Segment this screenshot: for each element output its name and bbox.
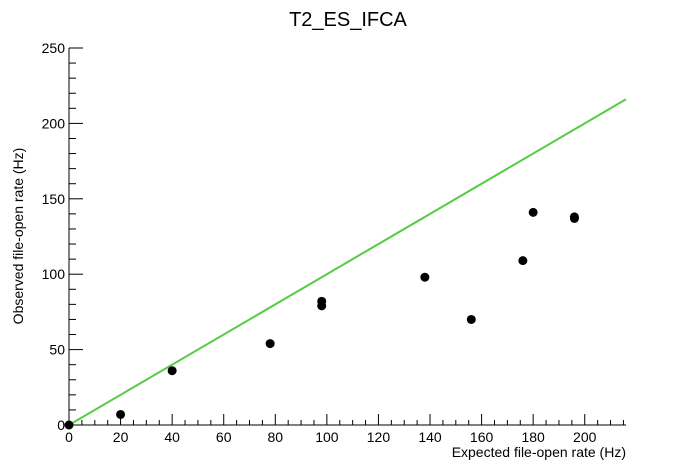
tick-labels: 0 20 40 60 80 100 120 140 160 180 200 0 50 100 150 200 2… bbox=[42, 40, 597, 445]
x-tick-label: 100 bbox=[315, 429, 339, 445]
reference-line bbox=[68, 98, 627, 426]
data-point bbox=[569, 212, 579, 222]
data-point bbox=[265, 339, 275, 349]
y-tick-label: 50 bbox=[49, 342, 65, 358]
data-point bbox=[466, 314, 476, 324]
data-point bbox=[528, 207, 538, 217]
x-tick-label: 40 bbox=[164, 429, 180, 445]
y-tick-label: 150 bbox=[42, 191, 66, 207]
data-point bbox=[420, 272, 430, 282]
data-point bbox=[317, 296, 327, 306]
plot-area bbox=[64, 98, 627, 430]
x-tick-label: 180 bbox=[521, 429, 545, 445]
x-tick-label: 200 bbox=[573, 429, 597, 445]
y-axis-label: Observed file-open rate (Hz) bbox=[10, 148, 26, 325]
x-axis-label: Expected file-open rate (Hz) bbox=[452, 444, 626, 460]
x-tick-label: 80 bbox=[268, 429, 284, 445]
data-point bbox=[167, 366, 177, 376]
data-point bbox=[518, 256, 528, 266]
ticks bbox=[68, 47, 624, 426]
x-tick-label: 160 bbox=[470, 429, 494, 445]
x-tick-label: 0 bbox=[65, 429, 73, 445]
chart-title: T2_ES_IFCA bbox=[289, 9, 407, 31]
y-tick-label: 250 bbox=[42, 40, 66, 56]
y-tick-label: 100 bbox=[42, 266, 66, 282]
x-tick-label: 60 bbox=[216, 429, 232, 445]
x-tick-label: 20 bbox=[113, 429, 129, 445]
y-tick-label: 0 bbox=[57, 417, 65, 433]
x-tick-label: 120 bbox=[367, 429, 391, 445]
y-tick-label: 200 bbox=[42, 115, 66, 131]
x-tick-label: 140 bbox=[418, 429, 442, 445]
